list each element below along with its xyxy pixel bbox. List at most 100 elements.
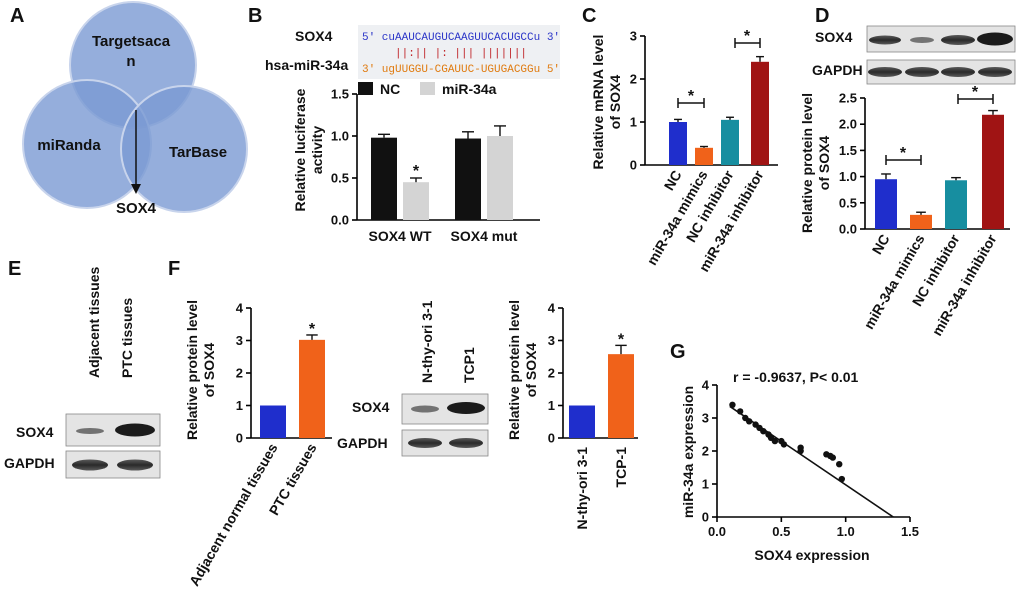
chart-c-bar-1 — [695, 147, 713, 165]
blot-d-gapdh-band-3 — [941, 67, 975, 77]
seq-mir: 3' ugUUGGU-CGAUUC-UGUGACGGu 5' — [362, 64, 560, 76]
blot-e-gapdh-band-2 — [117, 459, 153, 471]
chart-c-ytick-label-3: 3 — [630, 29, 637, 44]
chart-c-bar-2 — [721, 119, 739, 165]
seq-sox4-label: SOX4 — [295, 28, 333, 44]
chart-f2-ylabel-2: of SOX4 — [523, 343, 539, 398]
blot-d-label-gapdh: GAPDH — [812, 62, 863, 78]
blot-f-label-sox4: SOX4 — [352, 399, 390, 415]
chart-d: Relative protein level of SOX4 0.0 0.5 1.0… — [799, 84, 1010, 339]
blot-e-label-sox4: SOX4 — [16, 424, 54, 440]
panel-label-c: C — [582, 5, 596, 27]
chart-g-point-1 — [736, 408, 744, 415]
chart-g-xlabel: SOX4 expression — [754, 547, 869, 563]
chart-f2-ytick-label-0: 0 — [548, 431, 555, 446]
chart-g-point-9 — [771, 437, 779, 445]
chart-g-point-3 — [745, 418, 753, 425]
chart-g-title: r = -0.9637, P< 0.01 — [733, 369, 859, 385]
chart-d-xlabel-0: NC — [869, 232, 893, 258]
chart-g-point-17 — [836, 461, 843, 468]
chart-b-ytick-label-1: 0.5 — [331, 171, 349, 186]
chart-f1-sig-star: * — [309, 321, 316, 338]
chart-c: Relative mRNA level of SOX4 0123**NCmiR-… — [590, 28, 778, 275]
chart-b-sig-star: * — [413, 163, 420, 180]
chart-c-xlabel-0: NC — [661, 168, 685, 194]
chart-d-ytick-label-5: 2.5 — [839, 91, 857, 106]
panel-label-b: B — [248, 5, 262, 27]
blot-d-sox4-band-4 — [977, 32, 1013, 46]
blot-f-gapdh-band-1 — [408, 438, 442, 448]
blot-e-sox4-band-2 — [115, 423, 155, 437]
chart-f1-ylabel-2: of SOX4 — [201, 343, 217, 398]
blot-d-gapdh-band-1 — [868, 67, 902, 77]
blot-f-gapdh-band-2 — [449, 438, 483, 448]
chart-b-xlabel-0: SOX4 WT — [368, 228, 431, 244]
panel-label-d: D — [815, 5, 829, 27]
panel-label-f: F — [168, 258, 180, 280]
chart-c-bar-3 — [751, 61, 769, 165]
chart-d-sig-star-1: * — [900, 145, 907, 162]
venn-arrow-label: SOX4 — [116, 200, 157, 217]
chart-d-bar-3 — [982, 114, 1004, 229]
blot-f-sox4-band-1 — [411, 405, 439, 413]
chart-d-ytick-label-4: 2.0 — [839, 117, 857, 132]
chart-f1-ytick-label-0: 0 — [236, 431, 243, 446]
chart-g-point-16 — [829, 454, 836, 461]
chart-d-ytick-label-1: 0.5 — [839, 195, 857, 210]
chart-d-ylabel-2: of SOX4 — [816, 136, 832, 191]
venn-label-targetscan-2: n — [126, 53, 135, 70]
chart-b-ytick-label-0: 0.0 — [331, 213, 349, 228]
chart-g: r = -0.9637, P< 0.01 SOX4 expression miR… — [680, 369, 919, 563]
chart-f2-ytick-label-2: 2 — [548, 366, 555, 381]
chart-d-ytick-label-0: 0.0 — [839, 222, 857, 237]
chart-f2: Relative protein level of SOX4 0 1 2 3 4 * N-t… — [506, 300, 638, 529]
chart-g-xtick-label-1: 0.5 — [772, 524, 790, 539]
venn-label-targetscan: Targetsaca — [92, 33, 171, 50]
chart-f1-bar-0 — [260, 405, 286, 438]
chart-g-ytick-label-3: 3 — [702, 411, 709, 426]
chart-f2-xlabel-0: N-thy-ori 3-1 — [574, 447, 590, 530]
chart-f1-ytick-label-1: 1 — [236, 398, 243, 413]
blot-d-sox4-band-2 — [910, 37, 934, 43]
chart-g-xtick-label-3: 1.5 — [901, 524, 919, 539]
chart-g-ytick-label-0: 0 — [702, 510, 709, 525]
chart-f1-ylabel-1: Relative protein level — [184, 300, 200, 440]
blot-e-lane-1: Adjacent tissues — [86, 267, 102, 378]
chart-g-ylabel: miR-34a expression — [680, 386, 696, 518]
legend-label-mir34a: miR-34a — [442, 81, 497, 97]
blot-f: N-thy-ori 3-1 TCP1 SOX4 GAPDH — [337, 300, 489, 457]
chart-c-sig-star-1: * — [688, 88, 695, 105]
panel-label-a: A — [10, 5, 24, 27]
panel-label-g: G — [670, 341, 686, 363]
chart-f2-ytick-label-3: 3 — [548, 333, 555, 348]
chart-f2-bar-0 — [569, 405, 595, 438]
chart-f1: Relative protein level of SOX4 0 1 2 3 4 * Adj… — [184, 300, 332, 589]
chart-g-point-11 — [780, 441, 788, 448]
chart-g-ytick-label-2: 2 — [702, 444, 709, 459]
seq-mir-label: hsa-miR-34a — [265, 57, 348, 73]
chart-f1-ytick-label-4: 4 — [236, 301, 244, 316]
blot-f-sox4-band-2 — [447, 402, 485, 414]
chart-c-ytick-label-1: 1 — [630, 115, 637, 130]
chart-c-bar-0 — [669, 122, 687, 165]
chart-g-xtick-label-2: 1.0 — [837, 524, 855, 539]
venn-label-tarbase: TarBase — [169, 144, 227, 161]
blot-d-gapdh-band-2 — [905, 67, 939, 77]
blot-f-lane-1: N-thy-ori 3-1 — [419, 300, 435, 383]
chart-f2-bar-1 — [608, 354, 634, 438]
chart-f1-ytick-label-3: 3 — [236, 333, 243, 348]
chart-f1-bar-1 — [299, 339, 325, 438]
chart-f2-ytick-label-1: 1 — [548, 398, 555, 413]
blot-d-sox4-band-3 — [941, 35, 975, 45]
chart-f2-sig-star: * — [618, 331, 625, 348]
blot-d: SOX4 GAPDH — [812, 25, 1016, 85]
chart-d-bar-0 — [875, 179, 897, 229]
chart-b-ytick-label-3: 1.5 — [331, 87, 349, 102]
chart-d-ytick-label-3: 1.5 — [839, 143, 857, 158]
chart-g-point-13 — [797, 447, 804, 455]
legend-swatch-mir34a — [420, 82, 435, 95]
legend-swatch-nc — [358, 82, 373, 95]
legend-label-nc: NC — [380, 81, 400, 97]
chart-c-ytick-label-2: 2 — [630, 72, 637, 87]
chart-d-bar-1 — [910, 214, 932, 229]
